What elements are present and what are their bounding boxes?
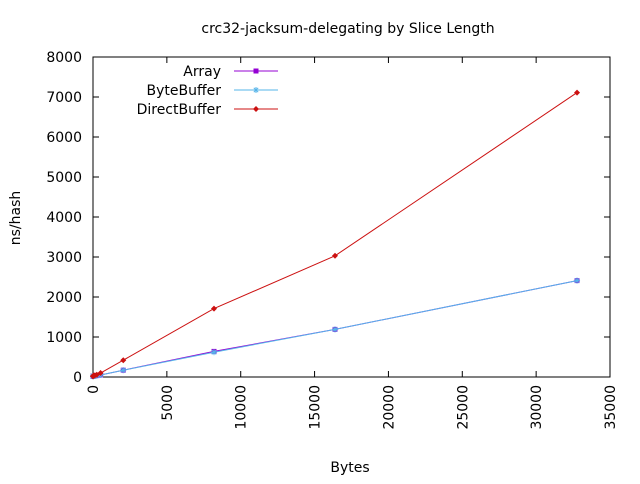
legend-label-array: Array xyxy=(183,64,221,80)
y-tick-label: 4000 xyxy=(46,210,82,226)
series-layer xyxy=(90,89,581,380)
y-tick-label: 6000 xyxy=(46,130,82,146)
y-axis-title: ns/hash xyxy=(8,191,24,246)
series-line-directbuffer xyxy=(92,92,578,377)
y-tick-label: 2000 xyxy=(46,290,82,306)
x-tick-label: 15000 xyxy=(308,385,324,430)
legend-marker-array xyxy=(253,68,259,74)
y-tick-label: 7000 xyxy=(46,90,82,106)
y-tick-label: 3000 xyxy=(46,250,82,266)
legend-label-directbuffer: DirectBuffer xyxy=(137,102,222,118)
x-tick-label: 25000 xyxy=(455,385,471,430)
data-point-bytebuffer xyxy=(332,326,339,333)
x-tick-label: 30000 xyxy=(529,385,545,430)
legend-label-bytebuffer: ByteBuffer xyxy=(147,83,222,99)
legend-marker-directbuffer xyxy=(253,106,259,112)
x-tick-label: 20000 xyxy=(381,385,397,430)
data-point-bytebuffer xyxy=(211,349,218,356)
data-point-directbuffer xyxy=(332,252,339,259)
series-directbuffer xyxy=(90,89,581,380)
chart-title: crc32-jacksum-delegating by Slice Length xyxy=(201,21,494,37)
x-tick-label: 10000 xyxy=(234,385,250,430)
x-axis: 0 5000 10000 15000 20000 25000 30000 35000 xyxy=(86,57,619,430)
legend: Array ByteBuffer DirectBuffer xyxy=(137,64,278,118)
data-point-bytebuffer xyxy=(574,277,581,284)
data-point-directbuffer xyxy=(574,89,581,96)
data-point-bytebuffer xyxy=(120,367,127,374)
x-tick-label: 0 xyxy=(86,385,102,394)
y-axis: 0 1000 2000 3000 4000 5000 6000 7000 8000 xyxy=(46,50,610,386)
legend-marker-bytebuffer xyxy=(253,87,259,93)
y-tick-label: 8000 xyxy=(46,50,82,66)
x-tick-label: 35000 xyxy=(603,385,619,430)
data-point-directbuffer xyxy=(97,370,104,376)
series-bytebuffer xyxy=(90,277,581,380)
y-tick-label: 5000 xyxy=(46,170,82,186)
x-tick-label: 5000 xyxy=(160,385,176,421)
data-point-directbuffer xyxy=(120,357,127,364)
x-axis-title: Bytes xyxy=(330,460,369,476)
data-point-directbuffer xyxy=(211,305,218,312)
y-tick-label: 1000 xyxy=(46,330,82,346)
y-tick-label: 0 xyxy=(73,370,82,386)
